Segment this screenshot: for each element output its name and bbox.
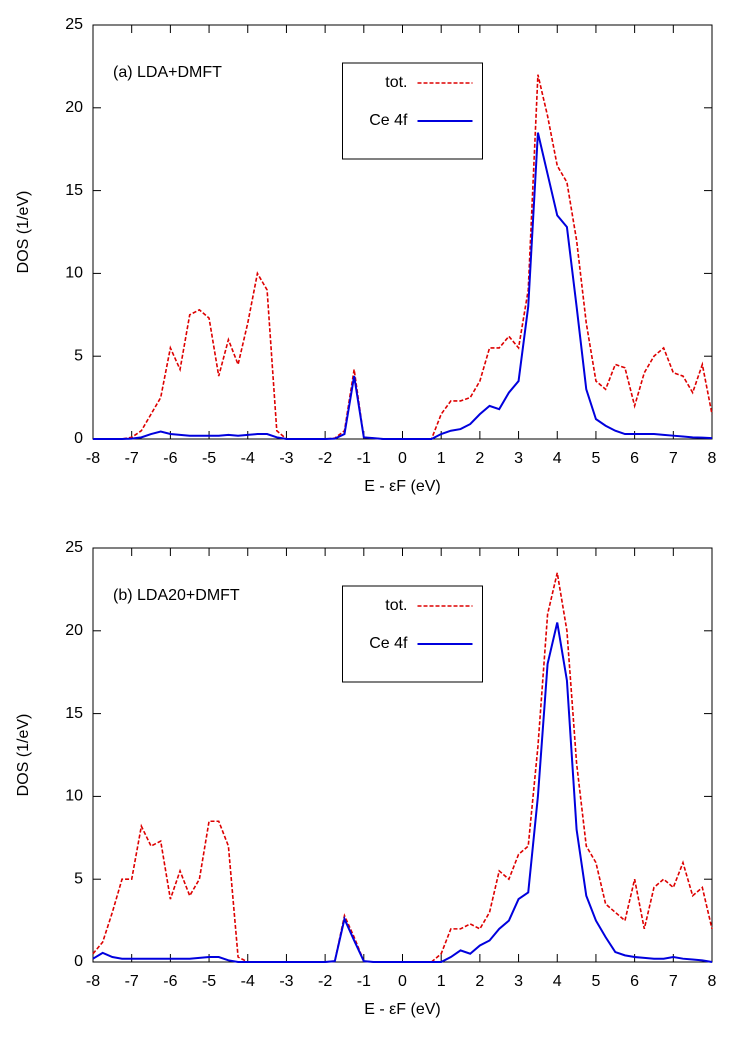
x-tick-label: -6 xyxy=(163,450,177,467)
panel: 0 5 10 15 20 25 -8 -7 -6 -5 -4 -3 -2 -1 0 1 2 3 4 5 6 7 8 E - ε… xyxy=(15,16,716,495)
legend-label: tot. xyxy=(385,74,407,91)
x-tick-label: 7 xyxy=(669,450,678,467)
legend: tot. Ce 4f xyxy=(342,585,483,683)
y-tick-label: 5 xyxy=(74,347,83,364)
x-tick-label: -2 xyxy=(318,450,332,467)
y-tick-label: 25 xyxy=(65,539,83,556)
x-tick-label: 6 xyxy=(630,973,639,990)
annotation: (a) LDA+DMFT xyxy=(113,64,222,81)
x-tick-label: -1 xyxy=(357,973,371,990)
legend-box xyxy=(342,62,483,160)
x-tick-label: 5 xyxy=(591,450,600,467)
legend-label: Ce 4f xyxy=(369,112,408,129)
x-tick-label: 4 xyxy=(553,973,562,990)
series-line xyxy=(93,74,713,440)
annotation: (b) LDA20+DMFT xyxy=(113,587,240,604)
legend: tot. Ce 4f xyxy=(342,62,483,160)
x-tick-label: 0 xyxy=(398,450,407,467)
legend-label: Ce 4f xyxy=(369,635,408,652)
x-tick-label: -3 xyxy=(279,973,293,990)
x-tick-label: 2 xyxy=(475,450,484,467)
x-tick-label: -7 xyxy=(125,973,139,990)
x-tick-label: 4 xyxy=(553,450,562,467)
series-line xyxy=(92,622,713,963)
y-tick-label: 20 xyxy=(65,99,83,116)
x-tick-label: -5 xyxy=(202,973,216,990)
x-axis-label: E - εF (eV) xyxy=(364,478,440,495)
y-tick-label: 20 xyxy=(65,622,83,639)
x-tick-label: -4 xyxy=(241,973,255,990)
x-tick-label: 8 xyxy=(708,973,717,990)
x-tick-label: 8 xyxy=(708,450,717,467)
x-tick-label: -2 xyxy=(318,973,332,990)
x-tick-label: 2 xyxy=(475,973,484,990)
series-line xyxy=(92,572,713,963)
legend-label: tot. xyxy=(385,597,407,614)
x-tick-label: -1 xyxy=(357,450,371,467)
y-tick-label: 25 xyxy=(65,16,83,33)
x-tick-label: -7 xyxy=(125,450,139,467)
x-tick-label: 1 xyxy=(437,450,446,467)
y-tick-label: 15 xyxy=(65,705,83,722)
x-tick-label: 0 xyxy=(398,973,407,990)
panel: 0 5 10 15 20 25 -8 -7 -6 -5 -4 -3 -2 -1 0 1 2 3 4 5 6 7 8 E - ε… xyxy=(15,539,716,1018)
y-tick-label: 5 xyxy=(74,870,83,887)
series-line xyxy=(93,132,713,440)
y-axis-label: DOS (1/eV) xyxy=(15,714,32,797)
x-tick-label: 7 xyxy=(669,973,678,990)
y-axis-label: DOS (1/eV) xyxy=(15,191,32,274)
x-axis-label: E - εF (eV) xyxy=(364,1001,440,1018)
x-tick-label: 3 xyxy=(514,973,523,990)
x-tick-label: 1 xyxy=(437,973,446,990)
x-tick-label: 3 xyxy=(514,450,523,467)
x-tick-label: -8 xyxy=(86,973,100,990)
x-tick-label: -6 xyxy=(163,973,177,990)
y-tick-label: 0 xyxy=(74,953,83,970)
legend-box xyxy=(342,585,483,683)
y-tick-label: 15 xyxy=(65,182,83,199)
y-tick-label: 10 xyxy=(65,265,83,282)
x-tick-label: -4 xyxy=(241,450,255,467)
x-tick-label: -5 xyxy=(202,450,216,467)
y-tick-label: 0 xyxy=(74,430,83,447)
x-tick-label: 5 xyxy=(591,973,600,990)
x-tick-label: -8 xyxy=(86,450,100,467)
y-tick-label: 10 xyxy=(65,788,83,805)
x-tick-label: -3 xyxy=(279,450,293,467)
x-tick-label: 6 xyxy=(630,450,639,467)
